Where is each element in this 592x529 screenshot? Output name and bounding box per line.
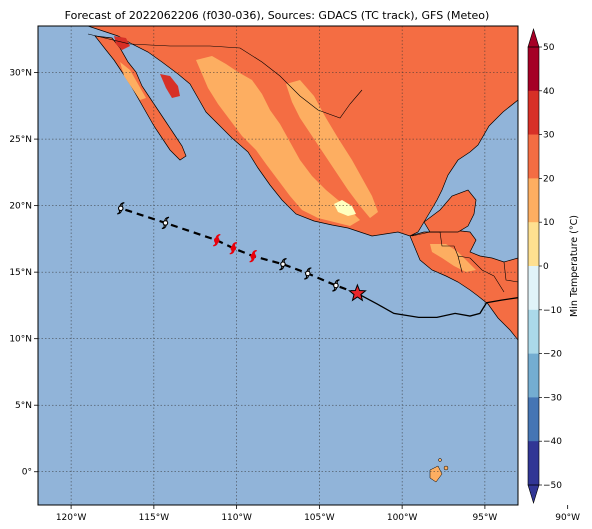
- colorbar: 50 40 30 20 10 0 −10 −20 −30 −40 −50: [527, 27, 562, 505]
- map-frame: [37, 25, 519, 506]
- colorbar-segment: [528, 266, 539, 311]
- current-position-star-icon: [348, 283, 367, 302]
- hot-spot-sonora: [114, 36, 130, 50]
- colorbar-tick-label: −40: [543, 437, 562, 447]
- map-panel: [38, 26, 518, 505]
- x-tick-label: 110°W: [221, 513, 252, 523]
- y-tick-label: 20°N: [9, 202, 32, 212]
- colorbar-tick-label: −10: [543, 306, 562, 316]
- colorbar-tick-label: −50: [543, 481, 562, 491]
- y-tick-label: 15°N: [9, 268, 32, 278]
- y-tick-label: 0°: [22, 468, 32, 478]
- colorbar-segment: [528, 134, 539, 179]
- colorbar-tick-label: 0: [543, 262, 549, 272]
- colorbar-tick-label: 10: [543, 218, 555, 228]
- colorbar-segment: [528, 309, 539, 354]
- colorbar-tick-label: −30: [543, 393, 562, 403]
- map-title: Forecast of 2022062206 (f030-036), Sourc…: [65, 9, 490, 22]
- colorbar-segment: [528, 90, 539, 135]
- colorbar-segment: [528, 441, 539, 486]
- x-tick-label: 115°W: [139, 513, 170, 523]
- y-tick-label: 25°N: [9, 135, 32, 145]
- colorbar-segment: [528, 178, 539, 223]
- hot-spot-baja: [160, 74, 180, 98]
- colorbar-extend-min: [527, 484, 540, 505]
- y-tick-label: 30°N: [9, 69, 32, 79]
- colorbar-tick-label: −20: [543, 350, 562, 360]
- x-tick-label: 100°W: [387, 513, 418, 523]
- latitude-ticks: 0° 5°N 10°N 15°N 20°N 25°N 30°N: [9, 69, 38, 478]
- border-us-mexico: [87, 33, 363, 119]
- x-tick-label: 90°W: [555, 513, 580, 523]
- sierra-madre-mild: [286, 80, 378, 218]
- colorbar-extend-max: [527, 27, 540, 48]
- plateau-mild-zone: [196, 56, 360, 226]
- colorbar-tick-label: 40: [543, 87, 555, 97]
- colorbar-segment: [528, 353, 539, 398]
- colorbar-tick-label: 20: [543, 174, 555, 184]
- colorbar-tick-label: 30: [543, 131, 555, 141]
- longitude-ticks: 120°W 115°W 110°W 105°W 100°W 95°W 90°W: [56, 505, 580, 523]
- cyclone-track: [116, 202, 518, 319]
- y-tick-label: 5°N: [15, 401, 32, 411]
- colorbar-segment: [528, 47, 539, 92]
- x-tick-label: 95°W: [472, 513, 497, 523]
- galapagos-islands: [429, 458, 449, 483]
- colorbar-segment: [528, 397, 539, 442]
- land-north-america: [87, 26, 518, 237]
- colorbar-segment: [528, 222, 539, 267]
- past-track-line: [357, 292, 518, 319]
- baja-mild: [120, 62, 146, 100]
- y-tick-label: 10°N: [9, 335, 32, 345]
- colorbar-tick-label: 50: [543, 43, 555, 53]
- grid-lines: [38, 26, 518, 505]
- highland-pale: [334, 200, 356, 216]
- x-tick-label: 105°W: [304, 513, 335, 523]
- x-tick-label: 120°W: [56, 513, 87, 523]
- colorbar-label: Min Temperature (°C): [569, 215, 580, 317]
- border-central-america: [457, 255, 518, 293]
- land-central-america: [409, 229, 518, 341]
- central-america-mild: [430, 244, 476, 272]
